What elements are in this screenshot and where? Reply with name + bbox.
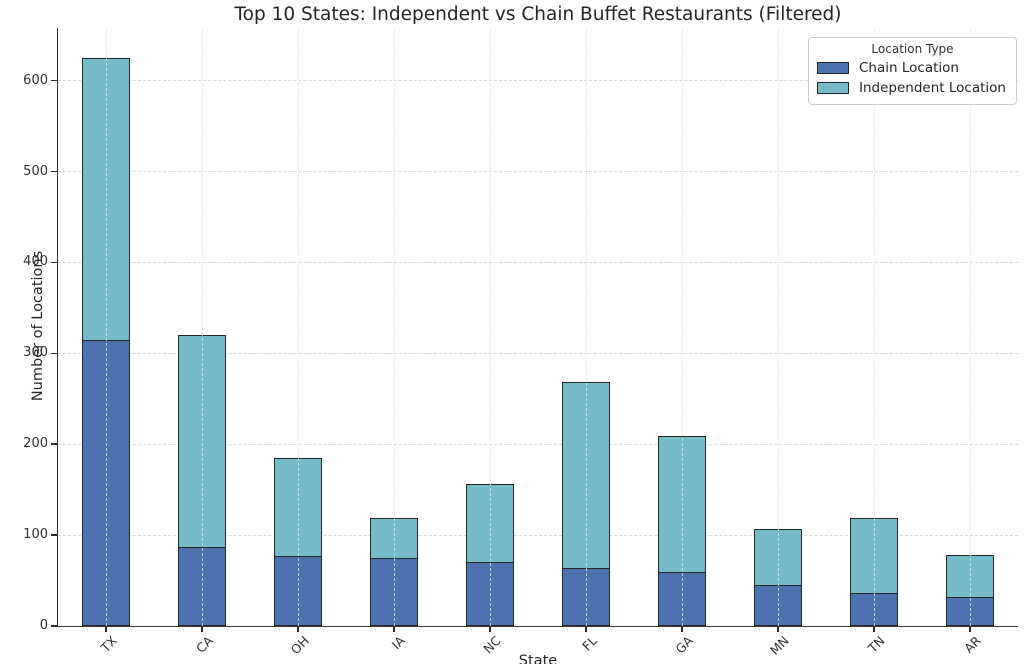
x-tick-mark: [873, 627, 875, 632]
x-tick-mark: [201, 627, 203, 632]
y-tick-mark: [51, 79, 57, 82]
x-tick-mark: [969, 627, 971, 632]
x-tick-label-FL: FL: [578, 633, 600, 654]
y-tick-mark: [51, 443, 57, 445]
y-tick-label: 600: [23, 72, 48, 88]
y-gridline: [58, 352, 1018, 354]
legend-title: Location Type: [871, 42, 954, 56]
x-tick-mark: [393, 627, 395, 632]
x-gridline: [777, 28, 779, 626]
x-tick-mark: [105, 627, 107, 632]
y-axis-spine: [56, 28, 59, 627]
x-tick-mark: [489, 627, 491, 632]
x-gridline: [969, 28, 971, 626]
y-tick-label: 200: [23, 436, 48, 452]
y-tick-label: 300: [23, 345, 48, 361]
x-gridline: [489, 28, 491, 626]
y-tick-mark: [51, 352, 57, 355]
x-tick-mark: [777, 627, 779, 632]
x-gridline: [393, 28, 395, 626]
x-tick-label-TX: TX: [97, 633, 120, 656]
y-tick-label: 500: [23, 163, 48, 179]
y-gridline: [58, 534, 1018, 536]
x-tick-mark: [297, 627, 299, 632]
x-gridline: [297, 28, 299, 626]
x-axis-label: State: [518, 653, 558, 664]
y-gridline: [58, 171, 1018, 173]
legend-entry-label: Chain Location: [859, 60, 959, 76]
legend-entry-label: Independent Location: [859, 80, 1006, 96]
legend-entry-independent: Independent Location: [817, 78, 1008, 98]
y-tick-mark: [51, 170, 57, 173]
y-gridline: [58, 80, 1018, 82]
x-tick-mark: [681, 627, 683, 632]
y-tick-label: 400: [23, 254, 48, 270]
independent-location-swatch: [817, 82, 849, 94]
chart-title: Top 10 States: Independent vs Chain Buff…: [234, 4, 842, 25]
plot-area: [58, 28, 1018, 626]
x-tick-label-IA: IA: [388, 633, 408, 653]
y-tick-mark: [51, 534, 57, 536]
y-tick-mark: [51, 625, 57, 627]
y-gridline: [58, 261, 1018, 263]
legend-entry-chain: Chain Location: [817, 58, 1008, 78]
x-gridline: [585, 28, 587, 626]
y-gridline: [58, 443, 1018, 445]
x-gridline: [105, 28, 107, 626]
y-tick-mark: [51, 261, 57, 264]
legend: Location Type Chain Location Independent…: [808, 37, 1017, 105]
y-tick-label: 100: [23, 527, 48, 543]
x-gridline: [201, 28, 203, 626]
x-gridline: [681, 28, 683, 626]
x-axis-spine: [56, 625, 1018, 628]
y-tick-label: 0: [39, 618, 48, 633]
x-tick-mark: [585, 627, 587, 632]
chain-location-swatch: [817, 62, 849, 74]
x-gridline: [873, 28, 875, 626]
